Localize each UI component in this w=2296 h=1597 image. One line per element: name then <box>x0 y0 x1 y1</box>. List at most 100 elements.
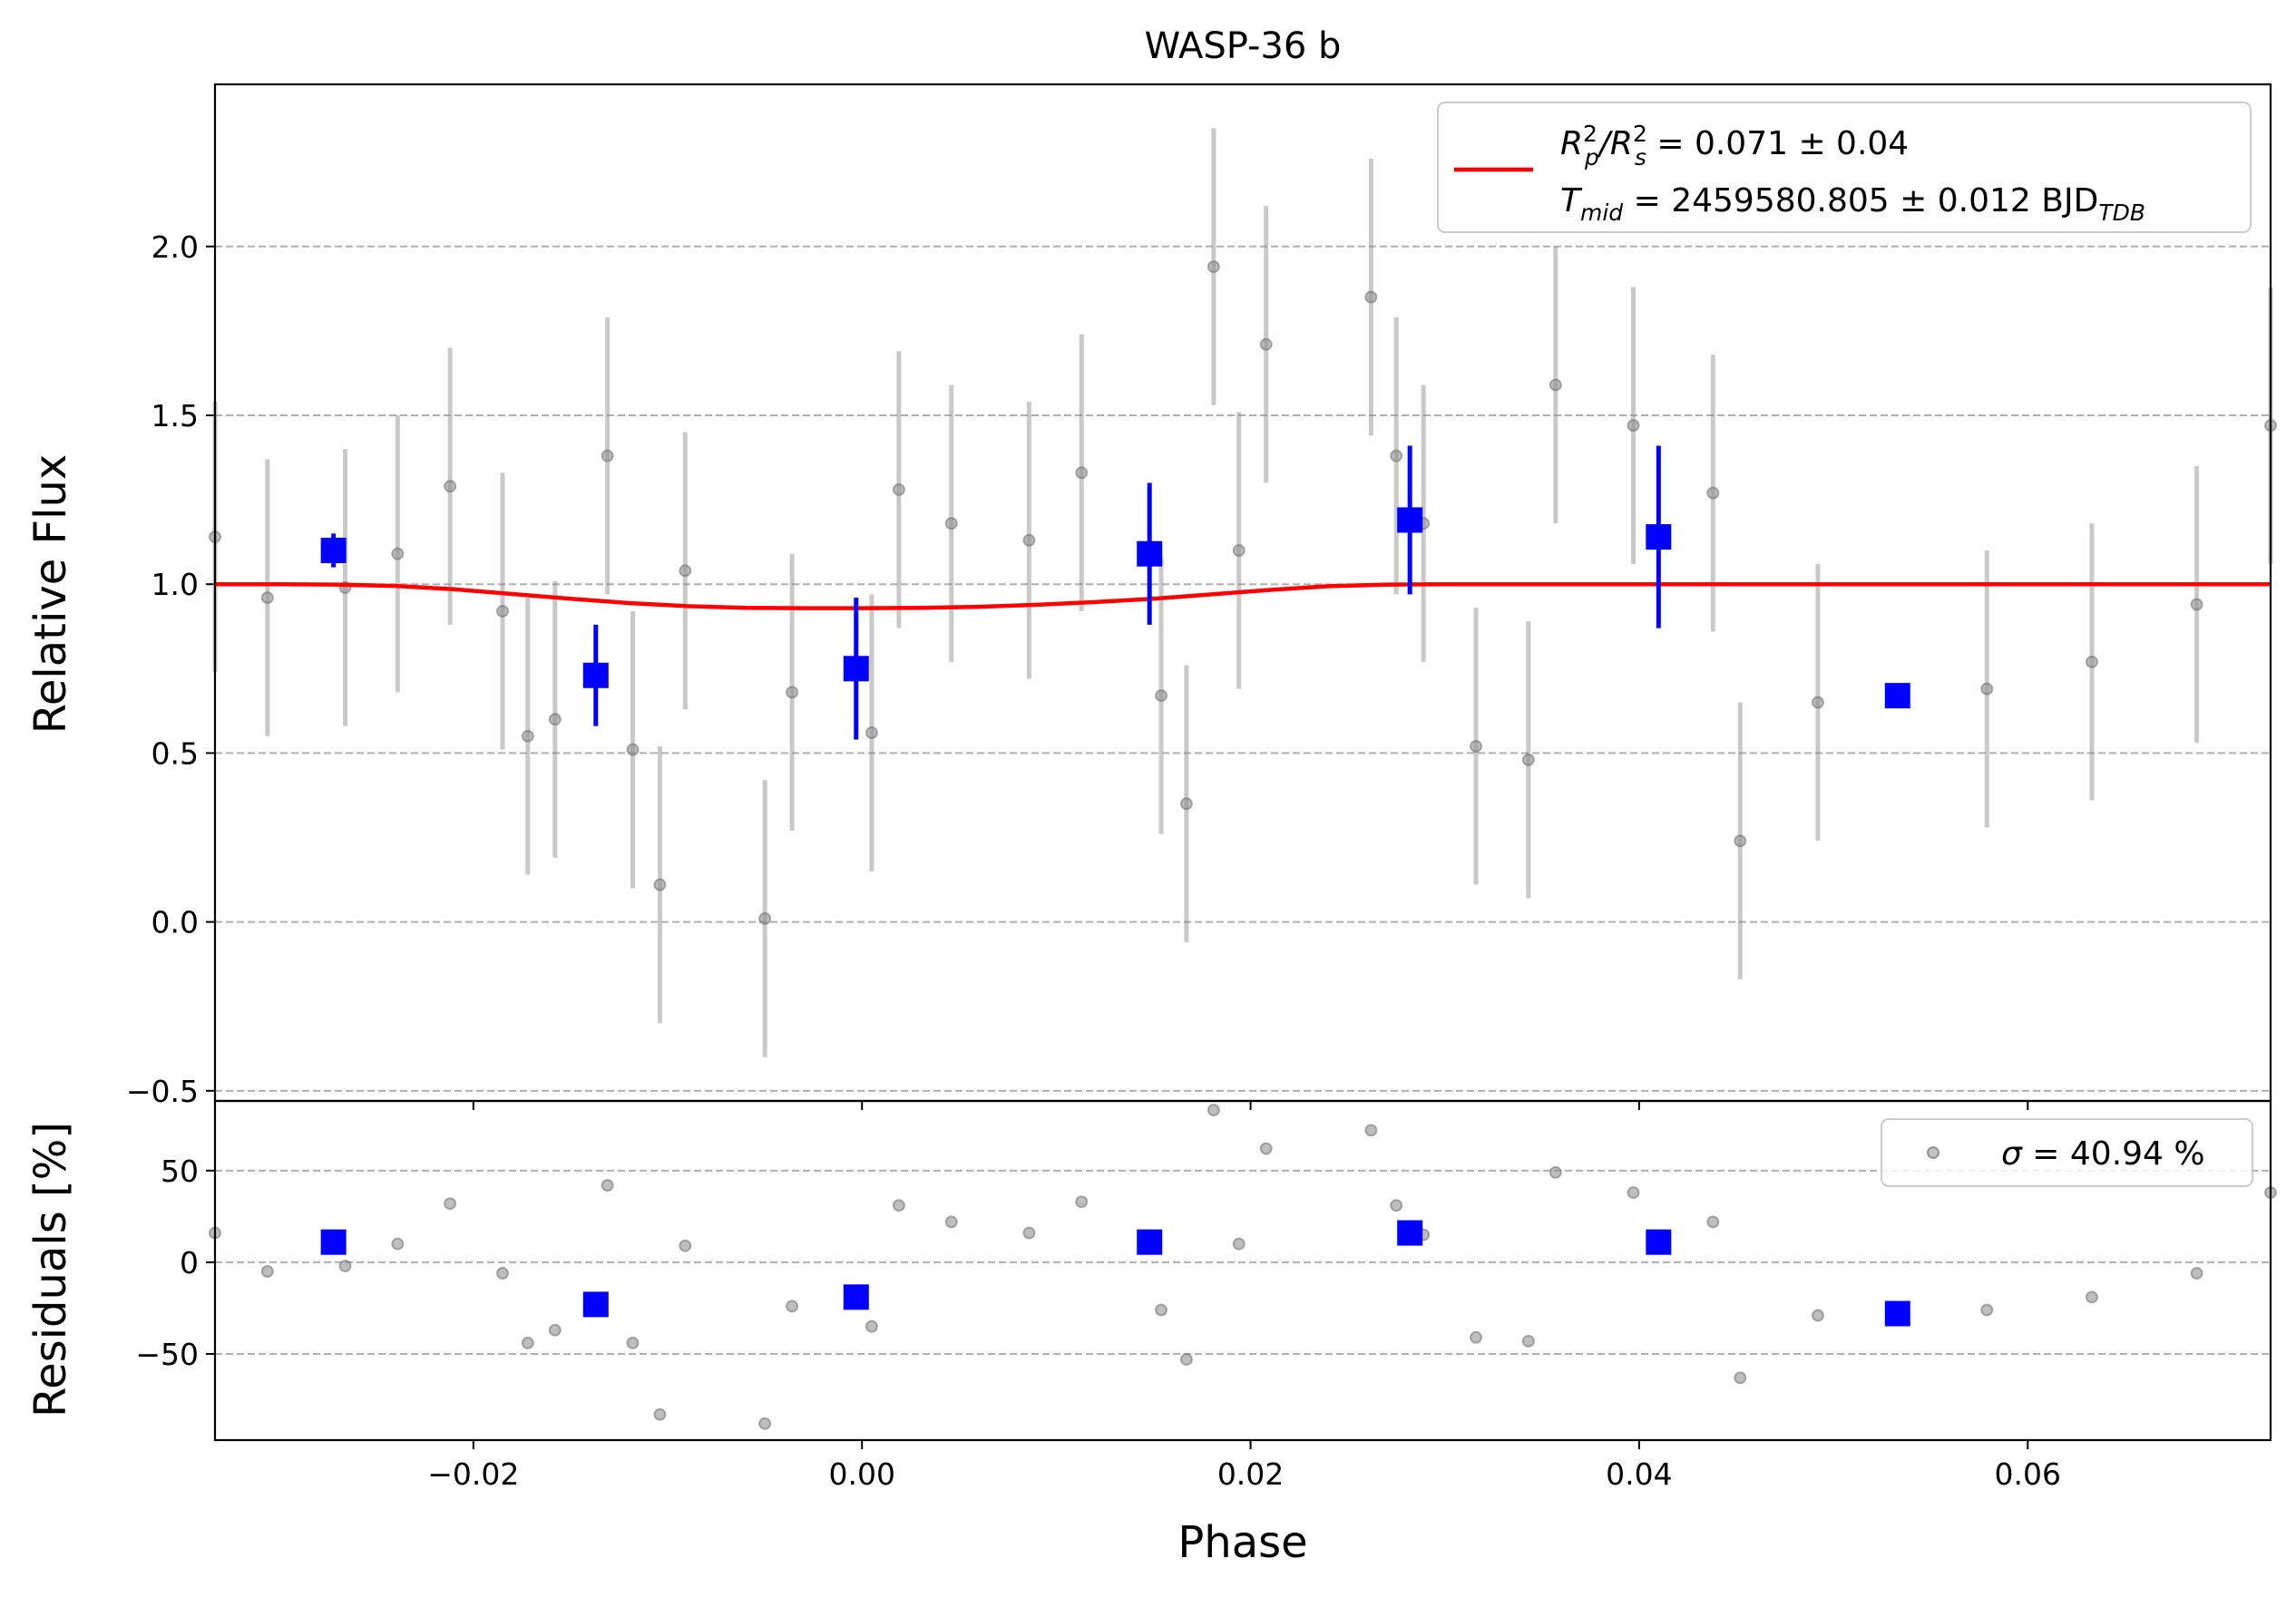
raw-point <box>679 564 692 578</box>
residual-point <box>1980 1303 1994 1317</box>
raw-point <box>2190 598 2203 611</box>
residual-point <box>1075 1195 1089 1209</box>
residual-point <box>391 1237 405 1251</box>
residual-point <box>1470 1330 1483 1344</box>
binned-point <box>1884 683 1910 709</box>
residual-point <box>626 1336 640 1349</box>
bottom-y-axis-label: Residuals [%] <box>25 1122 76 1417</box>
residual-point <box>944 1215 958 1229</box>
residual-point <box>1207 1104 1220 1117</box>
light-curve-panel: −0.5 0.0 0.5 1.0 1.5 2.0 Relative Flux R2 p/R2… <box>25 83 2277 1110</box>
legend-sigma-label: σ = 40.94 % <box>2001 1135 2205 1173</box>
residual-point <box>601 1178 614 1192</box>
raw-point <box>786 686 799 699</box>
top-raw-points <box>209 128 2277 1057</box>
raw-point <box>601 449 614 463</box>
binned-point <box>843 656 869 682</box>
bottom-binned-points <box>320 1220 1910 1327</box>
top-y-tick-label: 1.5 <box>151 398 199 433</box>
residual-point <box>521 1336 534 1349</box>
bottom-legend: σ = 40.94 % <box>1881 1118 2253 1187</box>
raw-point <box>892 482 905 496</box>
raw-point <box>1179 797 1193 811</box>
top-y-axis-label: Relative Flux <box>25 454 76 735</box>
top-legend: R2 p/R2 s = 0.071 ± 0.04 Tmid = 2459580.80… <box>1437 102 2252 233</box>
bottom-y-tick-label: −50 <box>135 1337 199 1372</box>
raw-point <box>1207 260 1220 274</box>
raw-point <box>1232 543 1246 557</box>
binned-residual-point <box>582 1291 609 1318</box>
residual-point <box>1179 1353 1193 1367</box>
top-y-tick-label: 2.0 <box>151 229 199 265</box>
residual-point <box>1549 1165 1562 1179</box>
residual-point <box>1259 1142 1273 1155</box>
raw-point <box>1549 378 1562 392</box>
raw-point <box>495 604 509 618</box>
x-ticks: −0.02 0.00 0.02 0.04 0.06 <box>427 1440 2061 1492</box>
raw-point <box>1075 466 1089 480</box>
binned-residual-point <box>1884 1300 1910 1327</box>
raw-point <box>2085 655 2098 668</box>
bottom-raw-points <box>209 1104 2277 1430</box>
x-axis-label: Phase <box>1177 1517 1307 1568</box>
binned-residual-point <box>843 1284 869 1310</box>
raw-point <box>548 713 562 726</box>
residual-point <box>865 1319 878 1333</box>
raw-point <box>521 729 534 743</box>
residual-point <box>1627 1186 1640 1200</box>
residual-point <box>758 1417 772 1430</box>
raw-point <box>1811 696 1824 709</box>
residual-point <box>338 1259 352 1272</box>
legend-raw-point-icon <box>1927 1146 1939 1159</box>
residual-point <box>679 1239 692 1252</box>
residual-point <box>1706 1215 1720 1229</box>
residual-point <box>786 1300 799 1313</box>
residual-point <box>1521 1334 1535 1348</box>
raw-point <box>1980 682 1994 696</box>
raw-point <box>1259 337 1273 351</box>
x-tick-label: 0.04 <box>1606 1456 1672 1492</box>
residual-point <box>2085 1290 2098 1304</box>
residual-point <box>1232 1237 1246 1251</box>
top-y-tick-label: 0.5 <box>151 735 199 771</box>
residual-point <box>892 1199 905 1212</box>
bottom-y-tick-label: 50 <box>161 1154 199 1189</box>
raw-point <box>1706 486 1720 500</box>
legend-tmid-label: Tmid = 2459580.805 ± 0.012 BJDTDB <box>1560 182 2145 226</box>
bottom-axes-frame <box>213 1099 2272 1442</box>
raw-point <box>1627 419 1640 433</box>
residual-point <box>548 1323 562 1337</box>
binned-point <box>1397 507 1423 533</box>
raw-point <box>1155 689 1168 703</box>
top-legend-box <box>1437 102 2252 233</box>
chart-title: WASP-36 b <box>1145 25 1342 67</box>
x-tick-label: 0.06 <box>1995 1456 2061 1492</box>
binned-residual-point <box>320 1229 347 1255</box>
residual-point <box>2190 1267 2203 1281</box>
top-y-tick-label: 1.0 <box>151 567 199 602</box>
residual-point <box>444 1197 457 1211</box>
raw-point <box>653 878 667 891</box>
residual-point <box>260 1265 274 1279</box>
top-y-tick-label: −0.5 <box>126 1074 199 1109</box>
binned-residual-point <box>1646 1229 1672 1255</box>
binned-residual-point <box>1397 1220 1423 1246</box>
residual-point <box>495 1267 509 1281</box>
binned-point <box>582 662 609 688</box>
residual-point <box>1734 1371 1747 1385</box>
raw-point <box>1390 449 1403 463</box>
residual-point <box>1155 1303 1168 1317</box>
model-curve <box>215 581 2271 610</box>
legend-rp-rs-label: R2 p/R2 s = 0.071 ± 0.04 <box>1560 121 1909 170</box>
top-y-tick-label: 0.0 <box>151 905 199 940</box>
residual-point <box>1390 1199 1403 1212</box>
residual-point <box>1811 1309 1824 1322</box>
x-tick-label: 0.00 <box>828 1456 894 1492</box>
x-tick-label: −0.02 <box>427 1456 519 1492</box>
raw-point <box>626 743 640 756</box>
raw-point <box>1521 753 1535 766</box>
raw-point <box>1364 290 1378 304</box>
raw-point <box>260 591 274 605</box>
